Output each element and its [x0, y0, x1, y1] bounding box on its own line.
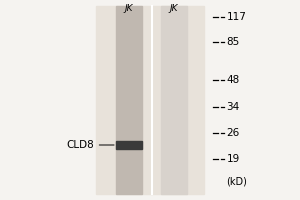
Text: CLD8: CLD8 — [66, 140, 114, 150]
Text: 34: 34 — [226, 102, 240, 112]
Text: JK: JK — [170, 4, 178, 13]
Text: 26: 26 — [226, 128, 240, 138]
Bar — [96, 6, 204, 194]
Text: 117: 117 — [226, 12, 246, 22]
Text: (kD): (kD) — [226, 176, 248, 186]
Text: 19: 19 — [226, 154, 240, 164]
Text: 85: 85 — [226, 37, 240, 47]
Text: 48: 48 — [226, 75, 240, 85]
Bar — [116, 6, 142, 194]
Bar — [161, 6, 187, 194]
Text: JK: JK — [125, 4, 133, 13]
Bar — [116, 141, 142, 149]
